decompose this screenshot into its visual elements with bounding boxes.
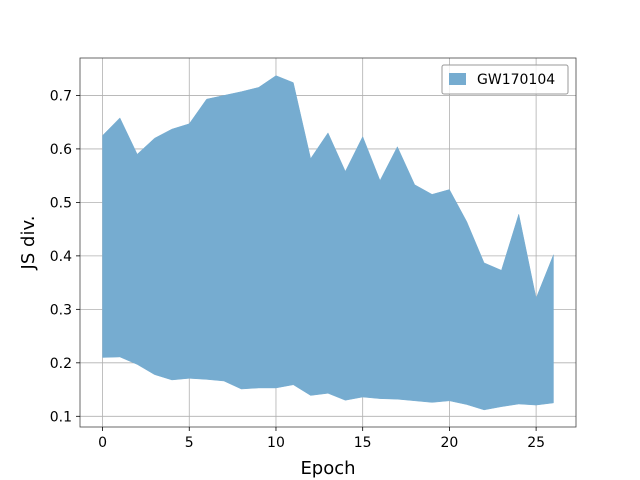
y-tick-label: 0.1 xyxy=(50,409,72,425)
legend: GW170104 xyxy=(441,64,569,95)
x-tick-label: 25 xyxy=(527,435,545,451)
x-axis-label: Epoch xyxy=(300,458,355,479)
legend-box xyxy=(441,64,569,95)
y-tick-label: 0.7 xyxy=(50,88,72,104)
x-tick-label: 20 xyxy=(440,435,458,451)
legend-label: GW170104 xyxy=(477,72,555,88)
x-tick-label: 15 xyxy=(354,435,372,451)
y-tick-label: 0.6 xyxy=(50,142,72,158)
x-tick-label: 5 xyxy=(185,435,194,451)
x-tick-label: 0 xyxy=(98,435,107,451)
series-area xyxy=(102,75,554,411)
x-ticks: 0 5 10 15 20 25 xyxy=(98,427,545,451)
legend-swatch xyxy=(449,73,466,85)
y-tick-label: 0.2 xyxy=(50,356,72,372)
y-tick-label: 0.4 xyxy=(50,249,72,265)
y-tick-label: 0.5 xyxy=(50,195,72,211)
y-tick-label: 0.3 xyxy=(50,302,72,318)
y-ticks: 0.1 0.2 0.3 0.4 0.5 0.6 0.7 xyxy=(50,88,80,425)
plot-frame xyxy=(79,57,577,428)
area-layer xyxy=(102,75,554,411)
x-tick-label: 10 xyxy=(267,435,285,451)
y-axis-label: JS div. xyxy=(18,216,39,271)
